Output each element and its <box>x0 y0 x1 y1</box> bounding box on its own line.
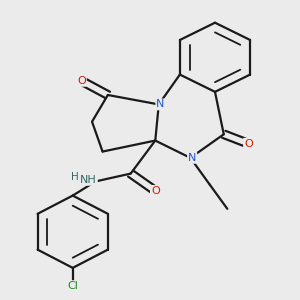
Text: O: O <box>151 186 160 196</box>
Text: O: O <box>77 76 86 86</box>
Text: N: N <box>156 99 165 110</box>
Text: H: H <box>70 172 78 182</box>
Text: Cl: Cl <box>67 281 78 291</box>
Text: NH: NH <box>80 175 97 185</box>
Text: O: O <box>244 139 253 149</box>
Text: N: N <box>188 153 196 163</box>
